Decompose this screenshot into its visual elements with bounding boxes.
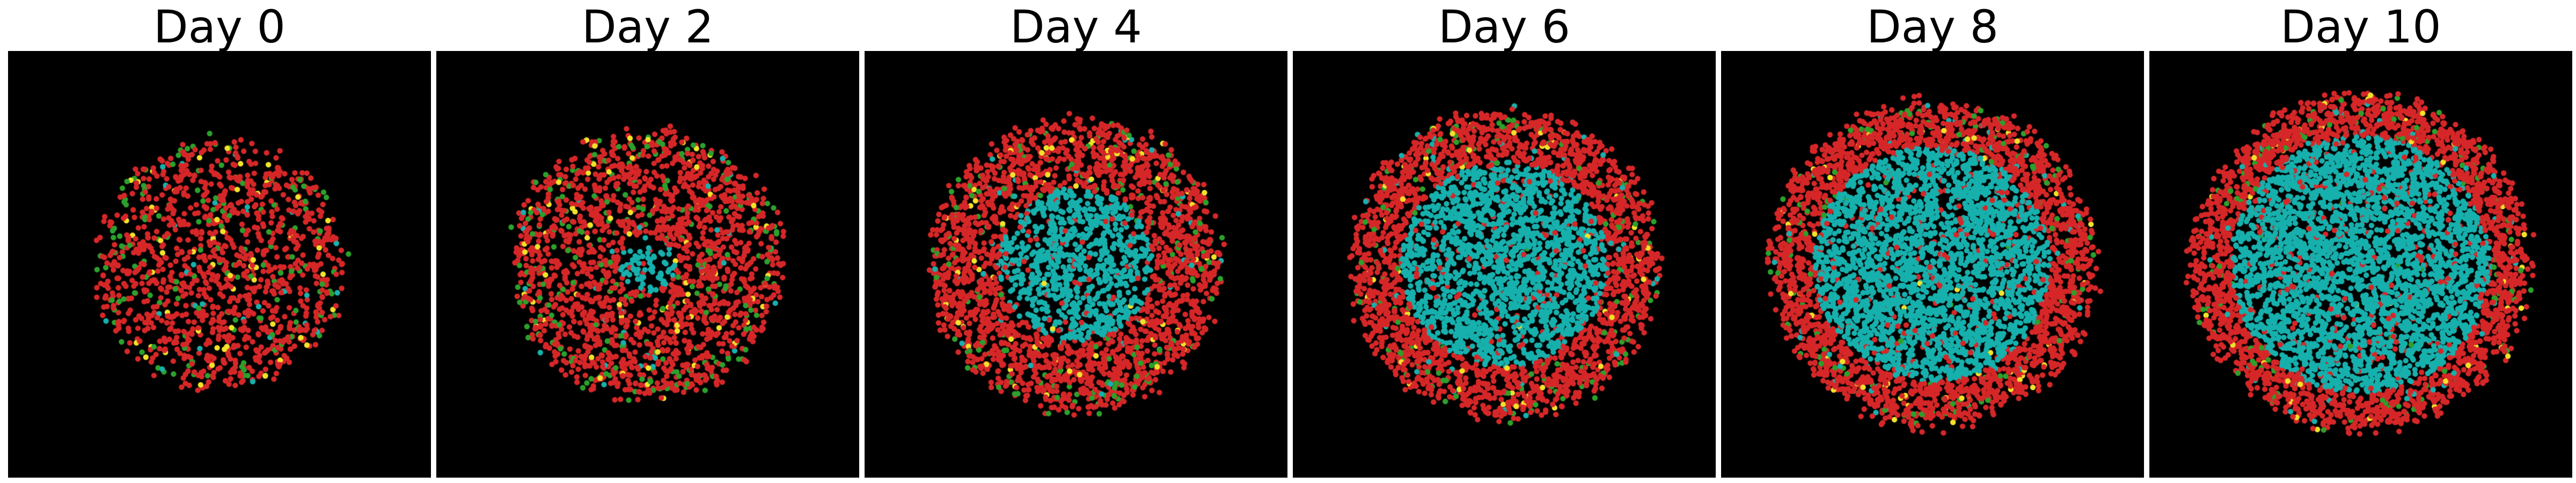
panel-title: Day 4 bbox=[1009, 1, 1142, 53]
panel-title: Day 6 bbox=[1438, 1, 1570, 53]
panel-day-10: Day 10 bbox=[2149, 0, 2572, 483]
panel-day-6: Day 6 bbox=[1293, 0, 1716, 483]
panel-day-0: Day 0 bbox=[8, 0, 431, 483]
panel-title: Day 8 bbox=[1866, 1, 1999, 53]
cell-scatter-image bbox=[8, 51, 431, 478]
panel-day-4: Day 4 bbox=[865, 0, 1287, 483]
cell-scatter-image bbox=[436, 51, 859, 478]
panel-title: Day 0 bbox=[153, 1, 286, 53]
panel-day-2: Day 2 bbox=[436, 0, 859, 483]
cell-scatter-image bbox=[865, 51, 1287, 478]
cell-scatter-image bbox=[2149, 51, 2572, 478]
cell-scatter-image bbox=[1293, 51, 1716, 478]
panel-day-8: Day 8 bbox=[1721, 0, 2144, 483]
panel-title: Day 2 bbox=[581, 1, 714, 53]
panel-title: Day 10 bbox=[2280, 1, 2441, 53]
cell-scatter-image bbox=[1721, 51, 2144, 478]
